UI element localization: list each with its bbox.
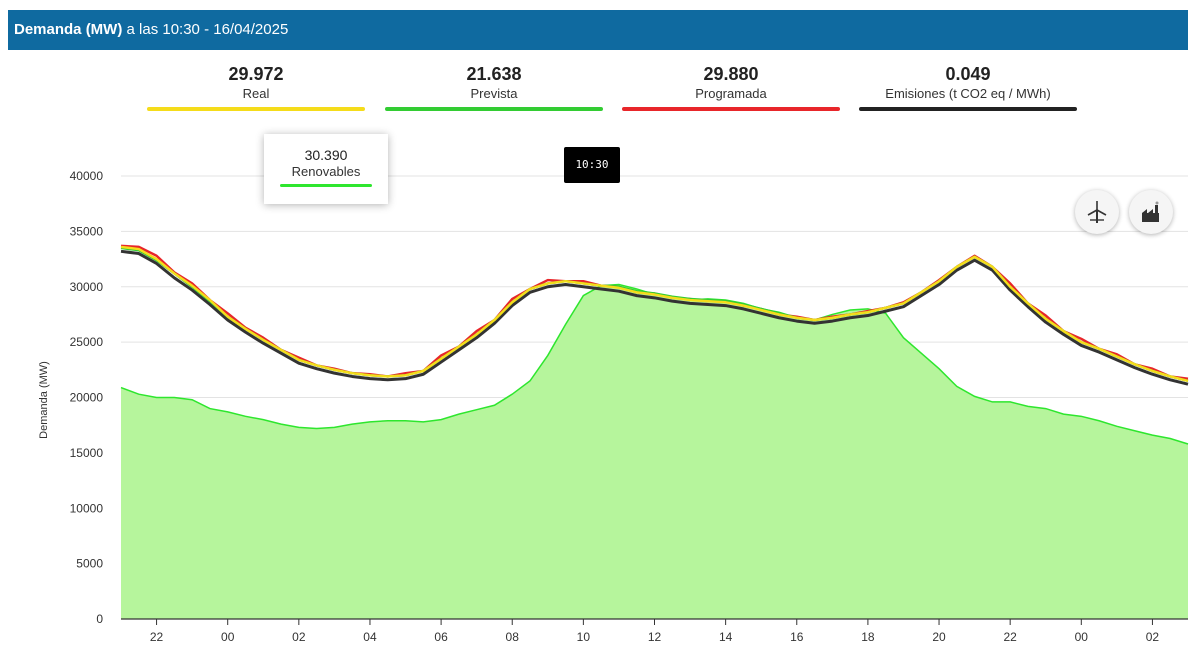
kpi-emisiones[interactable]: 0.049 Emisiones (t CO2 eq / MWh)	[859, 62, 1077, 111]
kpi-prevista-label: Prevista	[470, 86, 518, 101]
time-cursor-badge: 10:30	[564, 147, 620, 183]
y-tick-label-1: 5000	[76, 557, 103, 571]
kpi-prevista-value: 21.638	[466, 64, 522, 84]
x-tick-label-9: 16	[790, 630, 804, 644]
x-tick-label-2: 02	[292, 630, 306, 644]
chart-header: Demanda (MW) a las 10:30 - 16/04/2025	[8, 10, 1188, 50]
kpi-real[interactable]: 29.972 Real	[147, 62, 365, 111]
y-tick-label-3: 15000	[70, 446, 104, 460]
y-axis-label: Demanda (MW)	[38, 361, 50, 439]
kpi-programada-value: 29.880	[703, 64, 759, 84]
series-line-emisiones	[120, 249, 1189, 386]
y-tick-label-0: 0	[96, 612, 103, 626]
y-tick-label-4: 20000	[70, 391, 104, 405]
renovables-tooltip: 30.390 Renovables	[264, 134, 388, 204]
tooltip-label: Renovables	[291, 164, 361, 179]
y-tick-label-2: 10000	[70, 501, 104, 515]
y-tick-label-7: 35000	[70, 224, 104, 238]
line-layer	[120, 244, 1189, 386]
x-tick-label-1: 00	[221, 630, 235, 644]
tooltip-value: 30.390	[304, 147, 348, 163]
kpi-emisiones-bar	[859, 107, 1077, 111]
kpi-prevista-bar	[385, 107, 603, 111]
wind-turbine-icon	[1087, 201, 1107, 223]
kpi-programada-bar	[622, 107, 840, 111]
kpi-programada-label: Programada	[695, 86, 767, 101]
thermal-toggle-button[interactable]	[1129, 190, 1173, 234]
factory-icon	[1142, 201, 1159, 222]
kpi-prevista[interactable]: 21.638 Prevista	[385, 62, 603, 111]
kpi-emisiones-label: Emisiones (t CO2 eq / MWh)	[885, 86, 1051, 101]
y-tick-label-8: 40000	[70, 169, 104, 183]
x-tick-label-13: 00	[1075, 630, 1089, 644]
x-tick-label-12: 22	[1003, 630, 1017, 644]
x-tick-label-8: 14	[719, 630, 733, 644]
area-layer	[120, 283, 1189, 619]
axis-layer: 0 5000 10000 15000 20000 25000 30000 35000 40000…	[70, 169, 1188, 644]
series-line-real	[120, 245, 1189, 383]
x-tick-label-5: 08	[506, 630, 520, 644]
header-title-bold: Demanda (MW)	[14, 21, 123, 38]
wind-toggle-button[interactable]	[1075, 190, 1119, 234]
x-tick-label-14: 02	[1146, 630, 1160, 644]
x-tick-label-7: 12	[648, 630, 662, 644]
kpi-real-label: Real	[242, 86, 270, 101]
x-tick-label-0: 22	[150, 630, 164, 644]
kpi-real-bar	[147, 107, 365, 111]
y-tick-label-6: 30000	[70, 280, 104, 294]
header-title-rest: a las 10:30 - 16/04/2025	[122, 21, 289, 38]
x-tick-label-11: 20	[932, 630, 946, 644]
x-tick-label-6: 10	[577, 630, 591, 644]
series-area-renovables	[121, 284, 1188, 619]
x-tick-label-3: 04	[363, 630, 377, 644]
y-tick-label-5: 25000	[70, 335, 104, 349]
kpi-emisiones-value: 0.049	[945, 64, 991, 84]
tooltip-bar	[280, 184, 372, 187]
x-tick-label-4: 06	[434, 630, 448, 644]
x-tick-label-10: 18	[861, 630, 875, 644]
kpi-programada[interactable]: 29.880 Programada	[622, 62, 840, 111]
kpi-real-value: 29.972	[228, 64, 284, 84]
